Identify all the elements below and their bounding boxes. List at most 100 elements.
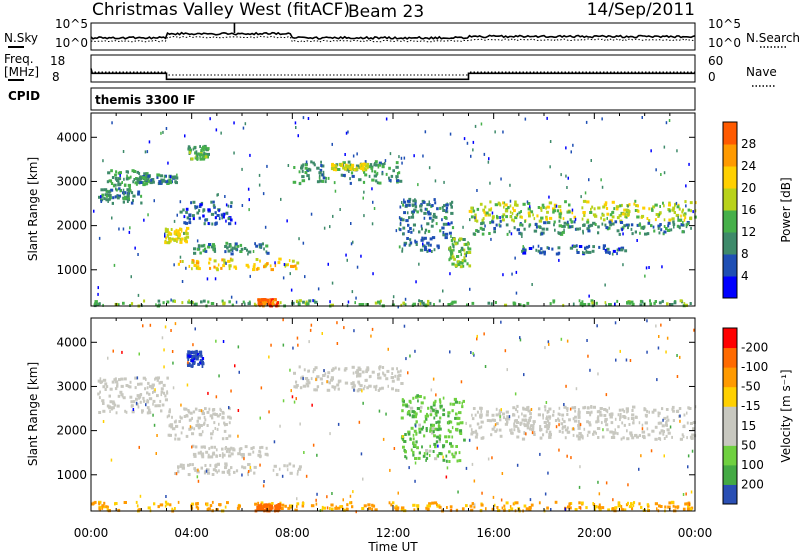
cell (373, 170, 377, 174)
cell (626, 212, 630, 216)
cell (333, 164, 337, 168)
cell (554, 205, 556, 209)
cell (377, 388, 380, 392)
cell (422, 425, 424, 429)
cell-noise (347, 300, 350, 304)
cell-noise (326, 506, 329, 510)
cell (161, 403, 165, 407)
cell-noise (571, 208, 574, 212)
cell (535, 248, 538, 252)
cell-noise (453, 248, 455, 252)
cell (299, 386, 303, 390)
cell-noise (506, 368, 508, 372)
cell (304, 166, 308, 170)
cell (219, 413, 222, 416)
cell (631, 409, 634, 412)
cell (638, 434, 641, 437)
station-title: Christmas Valley West (fitACF) (92, 0, 350, 20)
cell (353, 383, 356, 387)
cell (445, 440, 448, 444)
cell (312, 161, 315, 165)
nsearch-label: N.Search (746, 31, 800, 45)
cell-noise (655, 324, 657, 328)
cell (287, 263, 289, 267)
cell (265, 507, 268, 511)
cell (431, 423, 435, 427)
cell (665, 434, 668, 438)
cell (415, 440, 418, 444)
cell (621, 203, 623, 207)
cell (349, 177, 351, 181)
colorbar-frame (722, 327, 738, 505)
cell (291, 259, 295, 263)
cell (270, 268, 274, 272)
cell-noise (349, 494, 352, 498)
cell (289, 471, 293, 475)
cell (295, 380, 298, 384)
cell (431, 204, 434, 207)
cell (275, 473, 279, 477)
cell (427, 212, 431, 216)
cell-noise (294, 121, 297, 125)
cell (139, 382, 143, 386)
cell-noise (350, 222, 352, 225)
cell (625, 215, 628, 219)
cell (463, 259, 467, 263)
cell (483, 221, 485, 225)
cell (363, 384, 366, 388)
cell (258, 449, 261, 453)
cell (583, 251, 586, 255)
cell-noise (230, 389, 232, 393)
cell (202, 214, 205, 218)
cell (345, 165, 349, 168)
cell (510, 507, 514, 511)
cell (591, 205, 594, 209)
cell-noise (165, 127, 168, 130)
cell (401, 218, 405, 222)
cell (349, 501, 352, 505)
cell (219, 407, 222, 411)
cell (470, 508, 474, 512)
cell (414, 240, 418, 244)
cell (414, 457, 418, 460)
cell (674, 505, 677, 509)
cell (158, 181, 161, 185)
cell (185, 232, 189, 236)
cell (662, 432, 665, 436)
cell-noise (468, 438, 471, 442)
cell (523, 227, 526, 231)
cell (183, 215, 186, 219)
cell (579, 437, 581, 441)
cell (501, 215, 504, 219)
cell (117, 196, 120, 200)
cell (458, 250, 462, 253)
cell (156, 173, 160, 177)
cell (445, 206, 449, 210)
cell (432, 215, 436, 218)
cell (339, 163, 343, 167)
cell (228, 421, 231, 425)
cell (297, 469, 299, 473)
cell-noise (372, 272, 374, 276)
cell (459, 265, 463, 269)
cell (560, 422, 564, 426)
cell (368, 375, 371, 379)
cell (631, 436, 635, 440)
cell (286, 468, 289, 472)
cell (227, 259, 231, 263)
cell (146, 400, 150, 404)
cell (99, 377, 102, 381)
cell (453, 257, 456, 261)
cell (626, 301, 629, 305)
cell-noise (145, 403, 147, 407)
cell-noise (344, 153, 346, 156)
cell (381, 366, 385, 369)
cell (498, 428, 502, 432)
cell (140, 201, 143, 205)
cell (505, 501, 509, 505)
cell (586, 227, 590, 231)
cell (222, 453, 226, 457)
cell (553, 220, 556, 224)
cell (569, 218, 572, 222)
